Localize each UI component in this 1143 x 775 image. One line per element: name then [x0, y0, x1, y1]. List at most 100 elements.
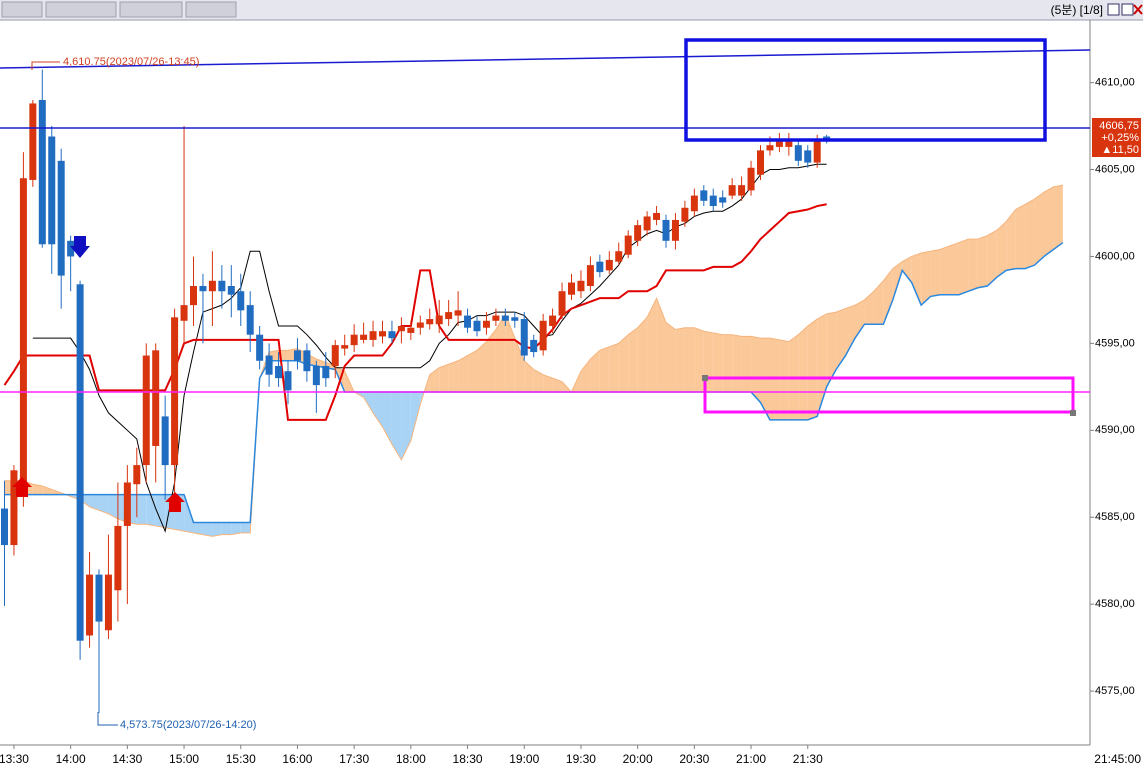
- x-tick-label: 14:00: [56, 752, 86, 766]
- cloud-fill: [713, 332, 723, 393]
- candle-body: [123, 482, 131, 526]
- cloud-fill: [533, 369, 544, 393]
- x-tick-label: 20:00: [623, 752, 653, 766]
- cloud-fill: [155, 494, 166, 528]
- x-tick-label: 21:30: [793, 752, 823, 766]
- candle-body: [662, 219, 670, 241]
- x-tick-label: 15:30: [226, 752, 256, 766]
- box-drawing[interactable]: [703, 376, 1075, 414]
- cloud-fill: [751, 336, 761, 403]
- cloud-fill: [184, 494, 194, 533]
- cloud-fill: [1015, 204, 1026, 269]
- y-tick-label: 4580,00: [1095, 598, 1135, 610]
- cloud-fill: [628, 327, 638, 393]
- cloud-fill: [458, 355, 468, 393]
- candle-body: [10, 470, 18, 546]
- restore-button[interactable]: [1107, 3, 1120, 16]
- candle-body: [445, 312, 453, 320]
- close-button[interactable]: [1133, 4, 1143, 15]
- candle-body: [190, 286, 197, 306]
- cloud-fill: [873, 280, 884, 325]
- candle-body: [568, 282, 575, 295]
- handle[interactable]: [702, 375, 708, 381]
- x-tick-label: 21:00: [736, 752, 766, 766]
- cloud-fill: [439, 364, 449, 393]
- cloud-fill: [911, 252, 922, 306]
- candle-body: [322, 365, 330, 379]
- cloud-fill: [99, 494, 109, 514]
- high-annotation: 4,610.75(2023/07/26-13:45): [63, 56, 199, 68]
- candle-body: [501, 315, 509, 321]
- candle-body: [133, 465, 141, 485]
- candle-body: [312, 365, 320, 386]
- y-tick-label: 4575,00: [1095, 685, 1135, 697]
- candle-body: [407, 327, 415, 333]
- candle-body: [397, 325, 405, 332]
- candle-body: [360, 334, 368, 340]
- tab[interactable]: [45, 1, 117, 18]
- drawings: 4,610.75(2023/07/26-13:45) 4,573.75(2023…: [0, 38, 1091, 731]
- cloud-fill: [543, 374, 553, 393]
- cloud-fill: [524, 360, 534, 393]
- maximize-button[interactable]: [1121, 3, 1134, 16]
- candle-body: [681, 207, 689, 222]
- candle-body: [341, 345, 349, 349]
- cloud-fill: [391, 392, 402, 460]
- candle-body: [95, 574, 103, 622]
- cloud-fill: [401, 392, 411, 460]
- cloud-fill: [486, 329, 496, 393]
- low-annotation: 4,573.75(2023/07/26-14:20): [120, 719, 256, 731]
- candle-body: [747, 167, 755, 191]
- candle-body: [577, 280, 585, 292]
- x-tick-label: 14:30: [112, 752, 142, 766]
- cloud-fill: [32, 484, 43, 495]
- cloud-fill: [1053, 185, 1063, 250]
- cloud-fill: [1006, 209, 1016, 271]
- candle-body: [284, 371, 292, 391]
- cloud-fill: [373, 392, 383, 427]
- y-tick-label: 4605,00: [1095, 163, 1135, 175]
- cloud-fill: [968, 239, 978, 292]
- cloud-fill: [410, 392, 421, 441]
- cloud-fill: [221, 522, 232, 535]
- cloud-fill: [845, 305, 855, 356]
- candle-body: [218, 280, 226, 292]
- y-tick-label: 4590,00: [1095, 424, 1135, 436]
- cloud-fill: [382, 392, 392, 445]
- candle-body: [643, 216, 651, 231]
- trend-line[interactable]: [0, 49, 1091, 69]
- cloud-fill: [817, 313, 827, 417]
- candle-body: [719, 197, 727, 203]
- cloud-fill: [231, 522, 241, 535]
- cloud-fill: [514, 338, 525, 393]
- cloud-fill: [684, 327, 695, 393]
- tab[interactable]: [185, 1, 237, 18]
- cloud-fill: [864, 291, 874, 325]
- box-drawing[interactable]: [684, 38, 1047, 142]
- x-tick-label: 15:00: [169, 752, 199, 766]
- candle-body: [738, 185, 746, 196]
- cloud-fill: [741, 336, 752, 393]
- candle-body: [350, 334, 358, 346]
- candle-body: [700, 190, 708, 201]
- tab[interactable]: [1, 1, 43, 18]
- candle-body: [492, 315, 500, 321]
- change: ▲11,50: [1101, 144, 1139, 156]
- candle-body: [416, 322, 424, 328]
- candle-body: [520, 319, 528, 356]
- cloud-fill: [647, 298, 657, 393]
- handle[interactable]: [1070, 410, 1076, 416]
- candle-body: [624, 235, 632, 255]
- candle-body: [785, 139, 793, 147]
- high-marker: [31, 61, 60, 70]
- candle-body: [435, 315, 443, 325]
- cloud-fill: [193, 522, 203, 535]
- tab[interactable]: [119, 1, 183, 18]
- candle-body: [482, 320, 490, 328]
- cloud-fill: [732, 334, 742, 393]
- cloud-fill: [930, 249, 941, 297]
- plot-area: [1, 69, 1064, 713]
- sell-signal: [70, 236, 90, 258]
- candle-body: [48, 136, 56, 245]
